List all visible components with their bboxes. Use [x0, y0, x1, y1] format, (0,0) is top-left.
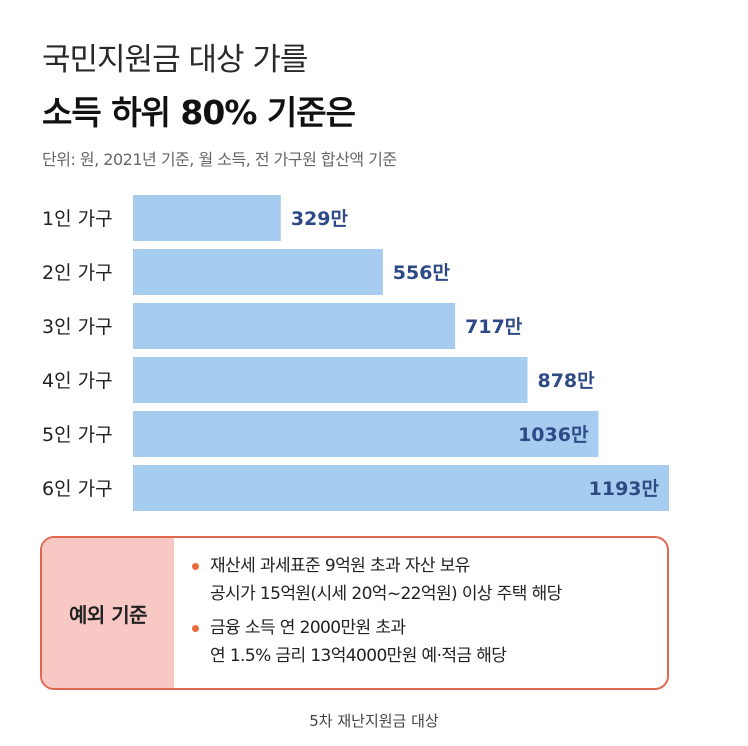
category-label: 2인 가구	[42, 262, 113, 284]
category-label: 1인 가구	[42, 208, 113, 230]
exception-item: 재산세 과세표준 9억원 초과 자산 보유 공시가 15억원(시세 20억~22…	[192, 552, 659, 608]
exception-item: 금융 소득 연 2000만원 초과 연 1.5% 금리 13억4000만원 예·…	[192, 614, 659, 670]
exception-list: 재산세 과세표준 9억원 초과 자산 보유 공시가 15억원(시세 20억~22…	[192, 552, 659, 676]
bar	[133, 465, 669, 511]
category-label: 6인 가구	[42, 478, 113, 500]
exception-label: 예외 기준	[68, 602, 148, 627]
category-label: 3인 가구	[42, 316, 113, 338]
chart-title-line2: 소득 하위 80% 기준은	[42, 93, 356, 132]
value-label: 556만	[393, 262, 451, 284]
bar	[133, 357, 528, 403]
bar	[133, 195, 281, 241]
bar	[133, 303, 456, 349]
chart-title-line1: 국민지원금 대상 가를	[42, 42, 308, 78]
bar	[133, 411, 599, 457]
unit-note: 단위: 원, 2021년 기준, 월 소득, 전 가구원 합산액 기준	[42, 150, 397, 169]
exception-label-panel: 예외 기준	[42, 538, 174, 688]
value-label: 717만	[465, 316, 523, 338]
exception-item-line1: 재산세 과세표준 9억원 초과 자산 보유	[210, 556, 470, 576]
exception-box: 예외 기준 재산세 과세표준 9억원 초과 자산 보유 공시가 15억원(시세 …	[40, 536, 669, 690]
exception-item-line2: 공시가 15억원(시세 20억~22억원) 이상 주택 해당	[210, 584, 562, 604]
image-caption: 5차 재난지원금 대상	[309, 712, 439, 730]
value-label: 329만	[291, 208, 349, 230]
value-label: 1193만	[589, 478, 660, 500]
exception-item-line2: 연 1.5% 금리 13억4000만원 예·적금 해당	[210, 646, 507, 666]
exception-item-line1: 금융 소득 연 2000만원 초과	[210, 618, 406, 638]
category-label: 4인 가구	[42, 370, 113, 392]
value-label: 1036만	[518, 424, 589, 446]
category-label: 5인 가구	[42, 424, 113, 446]
bullet-dot-icon	[192, 563, 199, 570]
bullet-dot-icon	[192, 625, 199, 632]
bar-chart: 1인 가구 329만 2인 가구 556만 3인 가구 717만 4인 가구 878만 5인 가…	[42, 195, 669, 511]
bar	[133, 249, 383, 295]
value-label: 878만	[537, 370, 595, 392]
